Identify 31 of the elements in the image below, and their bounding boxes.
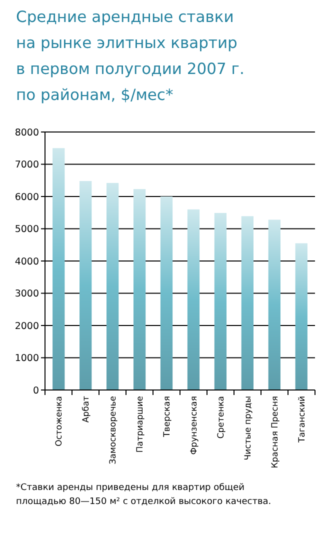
- bar: [268, 220, 280, 390]
- y-tick-label: 3000: [14, 288, 39, 300]
- x-tick-label: Сретенка: [216, 396, 226, 439]
- x-tick-label: Остоженка: [54, 396, 65, 446]
- bar: [187, 209, 200, 390]
- x-tick-label: Чистые пруды: [243, 396, 254, 460]
- y-tick-label: 4000: [14, 256, 39, 268]
- bar: [133, 189, 146, 390]
- y-tick-label: 1000: [14, 353, 39, 364]
- bar: [80, 181, 92, 390]
- y-tick-label: 2000: [14, 320, 39, 332]
- x-tick-label: Красная Пресня: [270, 396, 280, 468]
- x-tick-label: Арбат: [82, 396, 92, 423]
- bar: [295, 243, 308, 390]
- y-tick-label: 7000: [14, 160, 39, 171]
- y-tick-label: 5000: [14, 224, 39, 236]
- x-tick-label: Тверская: [162, 396, 173, 438]
- chart-title: Средние арендные ставки на рынке элитных квартир в первом полугодии 2007 г. по районам, $/мес*: [16, 8, 244, 104]
- x-tick-label: Таганский: [297, 396, 308, 444]
- x-tick-label: Фрунзенская: [189, 396, 200, 455]
- x-tick-label: Патриаршие: [136, 396, 146, 453]
- bar: [106, 182, 119, 390]
- y-tick-label: 8000: [14, 127, 39, 138]
- bar: [52, 148, 65, 390]
- bar: [214, 212, 227, 390]
- x-tick-label: Замоскворечье: [108, 396, 119, 464]
- bar: [160, 196, 173, 390]
- y-tick-label: 6000: [14, 192, 39, 203]
- y-tick-label: 0: [32, 385, 39, 396]
- bar: [241, 216, 254, 390]
- text: *Ставки аренды приведены для квартир общей площадью 80—150 м² с отделкой высокого качества.: [16, 483, 272, 507]
